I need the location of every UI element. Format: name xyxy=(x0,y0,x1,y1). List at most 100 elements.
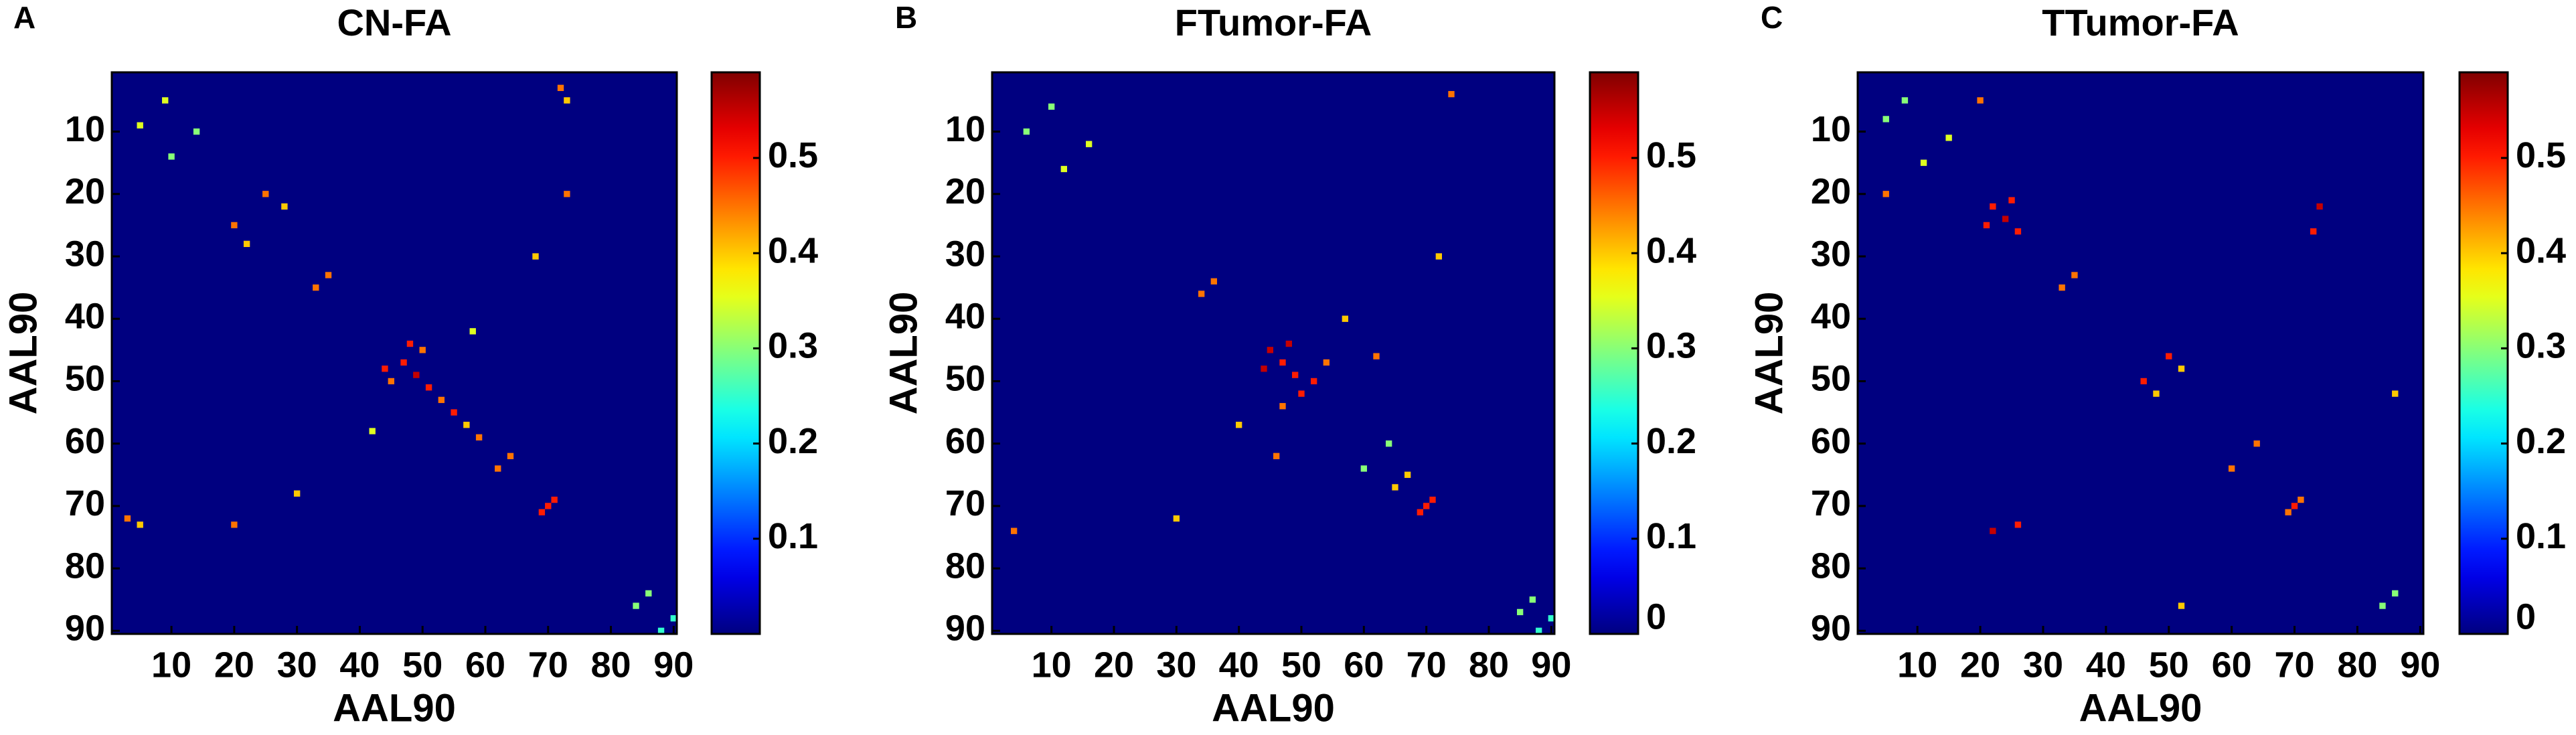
cell xyxy=(1901,97,1909,104)
y-tick-label: 90 xyxy=(945,608,985,649)
cell xyxy=(369,428,376,434)
x-tick-label: 90 xyxy=(653,645,694,685)
y-tick-label: 30 xyxy=(945,234,985,274)
cell xyxy=(293,490,301,497)
cell xyxy=(1060,165,1067,173)
y-tick-label: 80 xyxy=(945,546,985,586)
x-tick-label: 30 xyxy=(277,645,317,685)
y-tick-label: 20 xyxy=(65,171,105,212)
colorbar-tick-label: 0.5 xyxy=(768,135,818,175)
cell xyxy=(413,372,420,378)
y-tick-label: 40 xyxy=(1811,296,1851,336)
cell xyxy=(451,409,457,416)
cell xyxy=(1977,97,1984,104)
cell xyxy=(1342,315,1348,322)
cell xyxy=(469,328,476,335)
x-tick-label: 60 xyxy=(1344,645,1384,685)
cell xyxy=(2166,353,2172,359)
cell xyxy=(1273,453,1280,459)
cell xyxy=(231,521,238,528)
cell xyxy=(425,384,432,391)
cell xyxy=(1267,347,1273,353)
cell xyxy=(1210,278,1217,284)
colorbar-tick-label: 0.4 xyxy=(2516,230,2566,270)
cell xyxy=(1373,353,1380,359)
cell xyxy=(2002,216,2009,222)
y-tick-label: 50 xyxy=(65,359,105,399)
x-tick-label: 80 xyxy=(590,645,631,685)
cell xyxy=(124,515,131,522)
cell xyxy=(2392,390,2399,397)
cell xyxy=(1392,484,1398,491)
cell xyxy=(137,521,143,528)
x-axis-label: AAL90 xyxy=(2079,686,2202,730)
cell xyxy=(2178,602,2185,609)
x-tick-label: 10 xyxy=(1032,645,1072,685)
cell xyxy=(2008,197,2015,203)
cell xyxy=(633,602,639,609)
cell xyxy=(2285,509,2291,515)
cell xyxy=(2253,440,2260,447)
y-tick-label: 10 xyxy=(65,109,105,149)
cell xyxy=(1086,141,1093,147)
colorbar-tick-label: 0.5 xyxy=(1646,135,1696,175)
cell xyxy=(1404,471,1411,478)
plot-frame xyxy=(110,71,678,635)
cell xyxy=(1023,128,1030,135)
cell xyxy=(475,434,483,441)
cell xyxy=(1011,527,1018,534)
y-tick-label: 30 xyxy=(65,234,105,274)
y-tick-label: 40 xyxy=(945,296,985,336)
cell xyxy=(1360,465,1367,472)
colorbar-tick-label: 0.3 xyxy=(2516,326,2566,366)
cell xyxy=(564,97,570,104)
cell xyxy=(2178,365,2185,372)
cell xyxy=(262,191,269,197)
cell xyxy=(2014,521,2022,528)
y-tick-label: 50 xyxy=(945,359,985,399)
x-tick-label: 20 xyxy=(1960,645,2000,685)
colorbar-tick-label: 0.1 xyxy=(1646,516,1696,556)
cell xyxy=(657,627,665,634)
cell xyxy=(2310,228,2317,235)
y-tick-label: 10 xyxy=(945,109,985,149)
x-tick-label: 90 xyxy=(1531,645,1571,685)
cell xyxy=(388,378,394,385)
x-tick-label: 60 xyxy=(465,645,505,685)
cell xyxy=(507,453,514,459)
cell xyxy=(564,191,570,197)
colorbar xyxy=(710,71,761,635)
x-tick-label: 70 xyxy=(2274,645,2314,685)
cell xyxy=(1920,159,1927,166)
cell xyxy=(495,465,501,472)
cell xyxy=(2140,378,2147,385)
x-tick-label: 20 xyxy=(214,645,254,685)
cell xyxy=(2014,228,2022,235)
x-tick-label: 80 xyxy=(1469,645,1509,685)
cell xyxy=(1298,390,1305,397)
panel-label: B xyxy=(895,0,917,35)
y-tick-label: 20 xyxy=(1811,171,1851,212)
x-tick-label: 10 xyxy=(151,645,191,685)
cell xyxy=(1536,627,1542,634)
x-tick-label: 40 xyxy=(2086,645,2126,685)
cell xyxy=(1323,359,1330,366)
cell xyxy=(1417,509,1423,515)
x-tick-label: 40 xyxy=(339,645,380,685)
y-tick-label: 90 xyxy=(65,608,105,649)
x-tick-label: 50 xyxy=(2149,645,2189,685)
cell xyxy=(1285,340,1292,347)
x-tick-label: 20 xyxy=(1094,645,1134,685)
cell xyxy=(168,153,175,160)
x-axis-label: AAL90 xyxy=(1212,686,1335,730)
cell xyxy=(1983,222,1990,229)
colorbar-tick-label: 0.2 xyxy=(1646,421,1696,461)
cell xyxy=(406,340,414,347)
x-tick-label: 50 xyxy=(402,645,442,685)
x-tick-label: 90 xyxy=(2400,645,2440,685)
cell xyxy=(557,84,564,91)
panel-label: C xyxy=(1761,0,1783,35)
cell xyxy=(538,509,546,515)
plot-background xyxy=(112,72,677,634)
x-tick-label: 30 xyxy=(1156,645,1196,685)
